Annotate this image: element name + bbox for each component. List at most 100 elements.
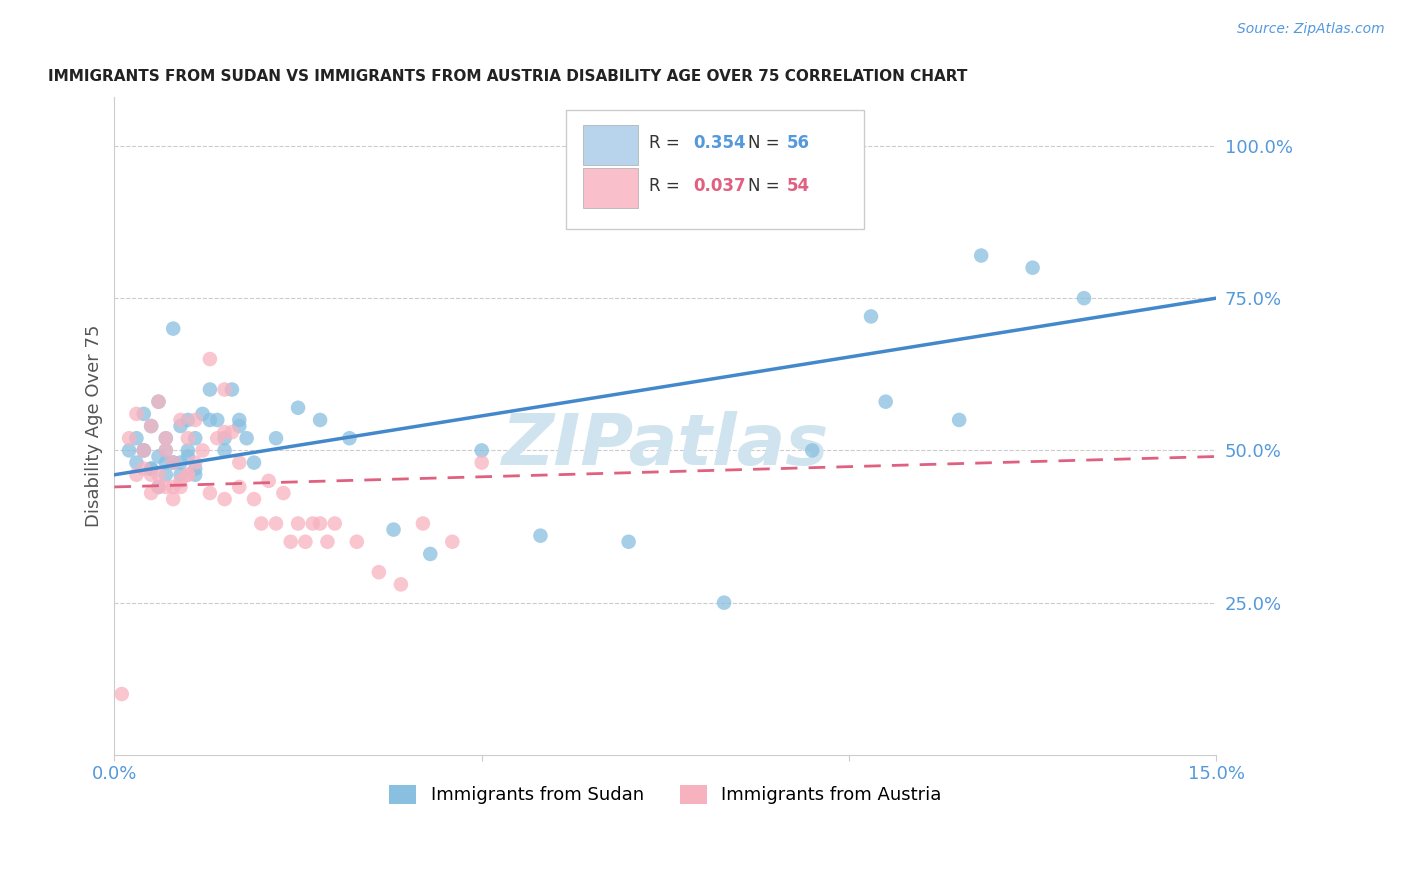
Point — [177, 443, 200, 458]
Point — [155, 431, 177, 445]
Point — [228, 480, 250, 494]
FancyBboxPatch shape — [567, 111, 863, 228]
Point — [228, 413, 250, 427]
Point — [214, 492, 236, 507]
Point — [148, 480, 170, 494]
Point — [148, 450, 170, 464]
Point — [198, 413, 221, 427]
Point — [139, 461, 162, 475]
Point — [139, 461, 162, 475]
Point — [125, 431, 148, 445]
Point — [287, 516, 309, 531]
Point — [346, 534, 368, 549]
Text: R =: R = — [648, 134, 685, 153]
Point — [148, 394, 170, 409]
Point — [264, 431, 287, 445]
Point — [162, 456, 184, 470]
Point — [139, 419, 162, 434]
Point — [155, 443, 177, 458]
Point — [412, 516, 434, 531]
Point — [118, 431, 141, 445]
Point — [132, 443, 155, 458]
FancyBboxPatch shape — [582, 126, 638, 165]
Point — [280, 534, 302, 549]
Point — [441, 534, 464, 549]
Point — [148, 480, 170, 494]
Point — [169, 467, 191, 482]
Point — [198, 486, 221, 500]
FancyBboxPatch shape — [582, 169, 638, 208]
Point — [207, 413, 229, 427]
Point — [301, 516, 323, 531]
Point — [155, 480, 177, 494]
Point — [970, 248, 993, 262]
Point — [382, 523, 405, 537]
Point — [139, 467, 162, 482]
Point — [801, 443, 824, 458]
Point — [169, 419, 191, 434]
Point — [148, 394, 170, 409]
Point — [214, 425, 236, 439]
Point — [177, 413, 200, 427]
Point — [713, 596, 735, 610]
Point — [471, 456, 494, 470]
Point — [177, 431, 200, 445]
Point — [162, 480, 184, 494]
Point — [875, 394, 897, 409]
Point — [155, 443, 177, 458]
Point — [235, 431, 257, 445]
Point — [155, 467, 177, 482]
Point — [228, 419, 250, 434]
Point — [132, 443, 155, 458]
Point — [111, 687, 134, 701]
Point — [139, 486, 162, 500]
Point — [198, 383, 221, 397]
Text: 54: 54 — [786, 177, 810, 195]
Point — [132, 443, 155, 458]
Point — [221, 425, 243, 439]
Point — [162, 456, 184, 470]
Point — [184, 461, 207, 475]
Point — [214, 443, 236, 458]
Point — [250, 516, 273, 531]
Text: 0.037: 0.037 — [693, 177, 745, 195]
Point — [191, 443, 214, 458]
Point — [177, 467, 200, 482]
Point — [169, 456, 191, 470]
Point — [294, 534, 316, 549]
Point — [221, 383, 243, 397]
Point — [214, 383, 236, 397]
Point — [339, 431, 361, 445]
Point — [859, 310, 882, 324]
Text: 0.354: 0.354 — [693, 134, 745, 153]
Text: ZIPatlas: ZIPatlas — [502, 411, 830, 480]
Point — [264, 516, 287, 531]
Text: N =: N = — [748, 177, 785, 195]
Point — [257, 474, 280, 488]
Point — [214, 431, 236, 445]
Point — [118, 443, 141, 458]
Point — [323, 516, 346, 531]
Point — [169, 480, 191, 494]
Point — [184, 467, 207, 482]
Text: Source: ZipAtlas.com: Source: ZipAtlas.com — [1237, 22, 1385, 37]
Point — [287, 401, 309, 415]
Point — [132, 407, 155, 421]
Point — [169, 474, 191, 488]
Point — [243, 492, 266, 507]
Point — [162, 456, 184, 470]
Point — [316, 534, 339, 549]
Point — [273, 486, 295, 500]
Point — [309, 516, 332, 531]
Point — [162, 321, 184, 335]
Point — [419, 547, 441, 561]
Point — [184, 456, 207, 470]
Point — [125, 467, 148, 482]
Text: 56: 56 — [786, 134, 810, 153]
Text: N =: N = — [748, 134, 785, 153]
Point — [184, 431, 207, 445]
Point — [198, 352, 221, 367]
Point — [162, 492, 184, 507]
Point — [177, 467, 200, 482]
Point — [148, 467, 170, 482]
